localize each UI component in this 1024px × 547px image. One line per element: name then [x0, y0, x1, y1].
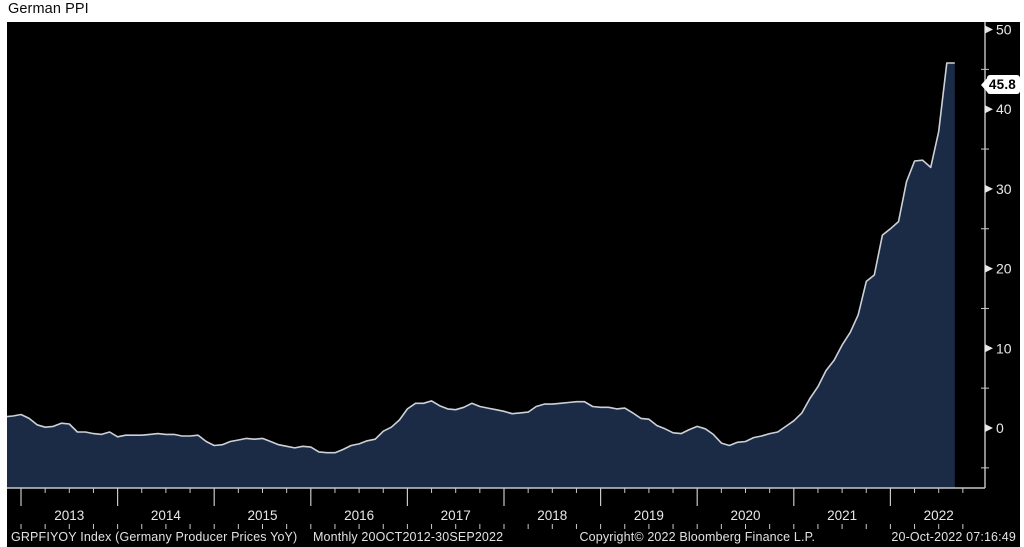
- x-axis-year-label: 2014: [151, 508, 182, 523]
- y-axis-tick-arrow-icon: [985, 184, 993, 193]
- y-axis-label: 40: [996, 101, 1012, 117]
- ticker-text: GRPFIYOY Index (Germany Producer Prices …: [11, 530, 298, 544]
- footer-bar: GRPFIYOY Index (Germany Producer Prices …: [11, 530, 1016, 544]
- y-axis-label: 0: [996, 420, 1004, 436]
- footer-left-group: GRPFIYOY Index (Germany Producer Prices …: [11, 530, 503, 544]
- area-fill: [7, 63, 955, 488]
- chart-panel: 0 10 20 30 40 50 2013 2014 2015 2016 2017 2018 2019 2…: [7, 22, 1020, 547]
- x-axis-year-label: 2022: [924, 508, 954, 523]
- copyright-text: Copyright© 2022 Bloomberg Finance L.P.: [579, 530, 816, 544]
- datetime-text: 20-Oct-2022 07:16:49: [891, 530, 1016, 544]
- x-axis-year-label: 2016: [344, 508, 374, 523]
- y-axis-label: 30: [996, 181, 1012, 197]
- ppi-area-chart: 0 10 20 30 40 50 2013 2014 2015 2016 2017 2018 2019 2…: [7, 22, 1012, 529]
- y-axis-tick-arrow-icon: [985, 264, 993, 273]
- y-axis-tick-arrow-icon: [985, 344, 993, 353]
- x-axis-year-label: 2013: [54, 508, 84, 523]
- x-axis-year-label: 2021: [827, 508, 857, 523]
- y-axis-tick-arrow-icon: [985, 424, 993, 432]
- badge-left-arrow-icon: [980, 75, 989, 94]
- x-axis-year-label: 2020: [730, 508, 760, 523]
- y-axis-label: 20: [996, 261, 1012, 277]
- periodicity-text: Monthly 20OCT2012-30SEP2022: [312, 530, 504, 544]
- y-axis-label: 10: [996, 340, 1012, 356]
- x-axis-year-label: 2017: [441, 508, 471, 523]
- y-axis-tick-arrow-icon: [985, 105, 993, 114]
- last-value-label: 45.8: [986, 75, 1020, 94]
- last-value-badge: 45.8: [980, 75, 1020, 94]
- page-title: German PPI: [8, 1, 89, 17]
- y-axis-label: 50: [996, 22, 1012, 38]
- series-line: [7, 62, 955, 454]
- x-axis-year-label: 2015: [247, 508, 277, 523]
- x-axis-year-label: 2018: [537, 508, 567, 523]
- x-axis-year-label: 2019: [634, 508, 664, 523]
- y-axis-tick-arrow-icon: [985, 25, 993, 34]
